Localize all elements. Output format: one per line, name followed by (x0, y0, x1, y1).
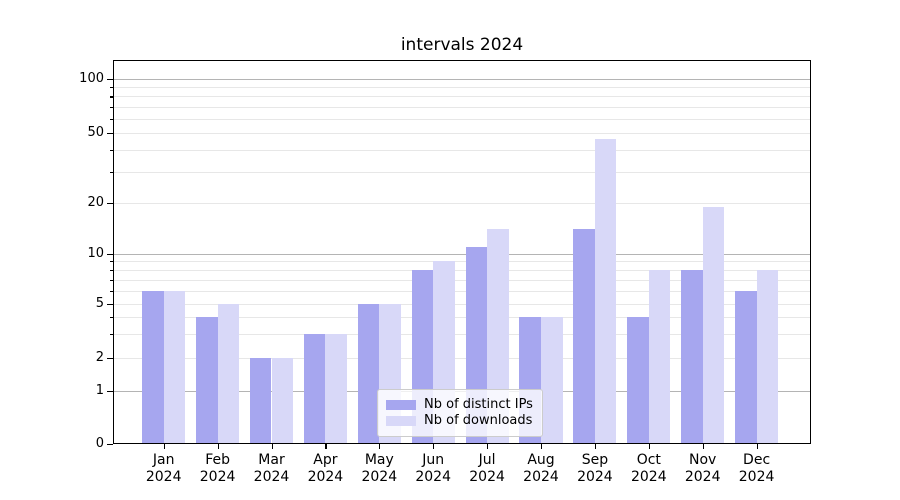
x-tick-label-feb: Feb 2024 (199, 452, 236, 485)
y-tick-label: 100 (79, 71, 104, 86)
legend-label-downloads: Nb of downloads (424, 413, 533, 428)
minor-gridline (113, 150, 811, 151)
y-minor-tick (110, 87, 113, 89)
y-tick-label: 20 (87, 195, 104, 210)
bar-dec-distinct-ips (735, 290, 757, 444)
y-tick (107, 79, 113, 81)
x-tick-label-nov: Nov 2024 (684, 452, 721, 485)
y-tick-label: 5 (95, 296, 104, 311)
x-tick (217, 444, 219, 449)
y-minor-tick (110, 106, 113, 108)
x-tick-label-jan: Jan 2024 (145, 452, 182, 485)
x-tick (487, 444, 489, 449)
bar-feb-downloads (217, 304, 240, 444)
x-tick (594, 444, 597, 449)
y-tick (107, 390, 113, 392)
x-tick-label-jul: Jul 2024 (469, 452, 505, 485)
y-minor-tick (110, 172, 113, 174)
bar-dec-downloads (756, 269, 779, 444)
y-tick-label: 2 (95, 349, 104, 365)
minor-gridline (113, 304, 811, 305)
bar-feb-distinct-ips (196, 317, 218, 444)
y-tick (107, 357, 113, 359)
minor-gridline (113, 133, 811, 134)
y-tick-label: 10 (87, 245, 104, 261)
minor-gridline (113, 118, 811, 120)
major-gridline (113, 79, 811, 80)
x-tick-label-dec: Dec 2024 (738, 452, 775, 485)
x-tick (648, 444, 650, 449)
bar-apr-downloads (325, 333, 347, 444)
bar-sep-distinct-ips (573, 229, 595, 444)
x-tick-label-sep: Sep 2024 (577, 452, 613, 485)
bar-may-distinct-ips (357, 304, 380, 444)
legend-item-distinct-ips: Nb of distinct IPs (386, 397, 534, 413)
bar-mar-downloads (271, 357, 294, 444)
x-tick (541, 444, 543, 449)
plot-area (113, 60, 811, 444)
y-minor-tick (110, 96, 113, 98)
x-tick-label-may: May 2024 (361, 452, 398, 485)
minor-gridline (113, 290, 811, 292)
x-tick (271, 444, 273, 449)
y-tick-label: 1 (95, 382, 104, 398)
x-tick-label-apr: Apr 2024 (307, 452, 344, 485)
y-tick (107, 443, 113, 445)
x-tick (163, 444, 165, 449)
y-tick-label: 0 (95, 435, 104, 451)
legend-label-distinct-ips: Nb of distinct IPs (424, 397, 533, 412)
legend-swatch-downloads (386, 416, 416, 426)
x-tick (702, 444, 704, 449)
minor-gridline (113, 96, 811, 98)
bar-aug-downloads (541, 317, 563, 444)
y-minor-tick (110, 279, 113, 281)
bar-jan-distinct-ips (142, 290, 164, 444)
y-minor-tick (110, 269, 113, 271)
x-tick (379, 444, 381, 449)
minor-gridline (113, 279, 811, 281)
x-tick-label-oct: Oct 2024 (630, 452, 667, 485)
bar-apr-distinct-ips (303, 333, 326, 444)
y-tick (107, 133, 113, 135)
x-tick-label-jun: Jun 2024 (415, 452, 451, 485)
y-minor-tick (110, 261, 113, 263)
minor-gridline (113, 87, 811, 89)
bar-sep-downloads (594, 139, 617, 444)
chart-title: intervals 2024 (400, 35, 524, 55)
y-tick-label: 50 (87, 125, 104, 140)
x-tick (433, 444, 435, 449)
bar-jan-downloads (163, 290, 186, 444)
y-tick (107, 253, 113, 255)
legend: Nb of distinct IPs Nb of downloads (377, 389, 543, 437)
y-minor-tick (110, 317, 113, 319)
minor-gridline (113, 357, 811, 359)
x-tick-label-aug: Aug 2024 (523, 452, 559, 485)
y-tick (107, 203, 113, 205)
x-tick (756, 444, 758, 449)
legend-item-downloads: Nb of downloads (386, 413, 534, 429)
x-tick (325, 444, 327, 449)
minor-gridline (113, 317, 811, 318)
minor-gridline (113, 203, 811, 204)
legend-swatch-distinct-ips (386, 400, 416, 410)
y-minor-tick (110, 333, 113, 335)
x-tick-label-mar: Mar 2024 (253, 452, 290, 485)
minor-gridline (113, 333, 811, 335)
major-gridline (113, 253, 811, 255)
y-tick (107, 304, 113, 306)
minor-gridline (113, 106, 811, 108)
bar-mar-distinct-ips (249, 357, 272, 444)
minor-gridline (113, 172, 811, 173)
bar-nov-downloads (702, 206, 725, 444)
bar-oct-distinct-ips (627, 317, 649, 444)
y-minor-tick (110, 118, 113, 120)
bar-oct-downloads (648, 269, 671, 444)
minor-gridline (113, 269, 811, 271)
minor-gridline (113, 261, 811, 263)
y-minor-tick (110, 150, 113, 152)
bar-nov-distinct-ips (681, 269, 703, 444)
y-minor-tick (110, 290, 113, 292)
